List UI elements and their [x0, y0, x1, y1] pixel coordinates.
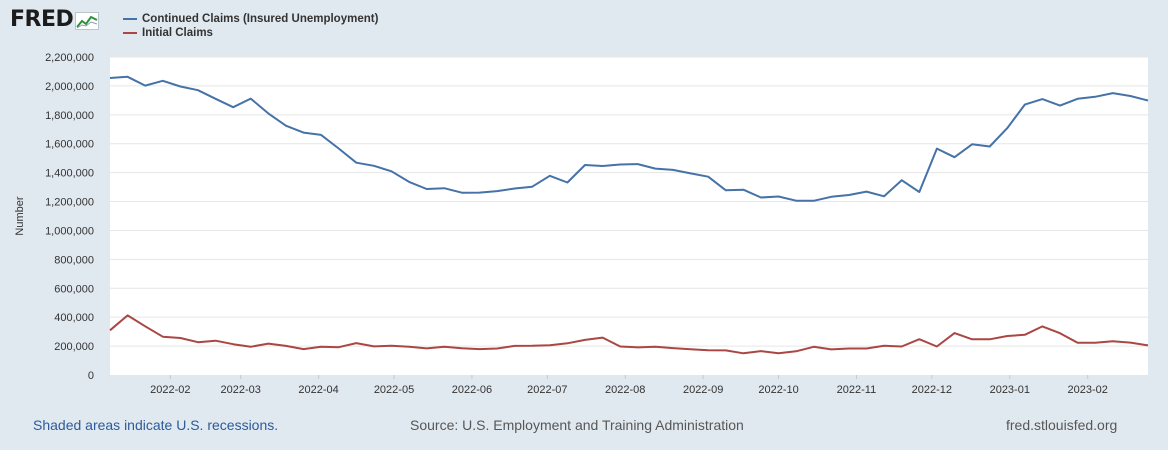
- series-line-initial-claims[interactable]: [109, 314, 1149, 355]
- x-tick-label: 2022-07: [527, 384, 567, 396]
- series-lines: [109, 75, 1149, 355]
- x-tick-label: 2022-08: [605, 384, 645, 396]
- y-tick-label: 400,000: [54, 312, 94, 324]
- y-axis-ticks: 0 200,000 400,000 600,000 800,000 1,000,000 1,…: [45, 52, 94, 382]
- legend-item-initial-claims[interactable]: Initial Claims: [123, 26, 378, 40]
- x-tick-label: 2022-02: [150, 384, 190, 396]
- y-tick-label: 600,000: [54, 283, 94, 295]
- y-tick-label: 0: [88, 370, 94, 382]
- y-tick-label: 1,800,000: [45, 110, 94, 122]
- x-tick-label: 2022-09: [683, 384, 723, 396]
- legend-swatch-continued-claims: [123, 18, 137, 20]
- chart-area: 0 200,000 400,000 600,000 800,000 1,000,000 1,…: [14, 52, 1149, 396]
- y-tick-label: 1,600,000: [45, 139, 94, 151]
- y-tick-label: 1,400,000: [45, 168, 94, 180]
- y-tick-label: 1,200,000: [45, 197, 94, 209]
- x-tick-label: 2022-06: [452, 384, 492, 396]
- x-tick-label: 2022-12: [912, 384, 952, 396]
- y-axis-label: Number: [14, 196, 26, 235]
- y-tick-label: 1,000,000: [45, 225, 94, 237]
- x-tick-label: 2022-10: [758, 384, 798, 396]
- series-line-continued-claims[interactable]: [109, 75, 1149, 202]
- recession-note-link[interactable]: Shaded areas indicate U.S. recessions.: [33, 417, 279, 433]
- legend-swatch-initial-claims: [123, 32, 137, 34]
- chart-legend: Continued Claims (Insured Unemployment) …: [123, 12, 378, 40]
- legend-label-continued-claims: Continued Claims (Insured Unemployment): [142, 13, 379, 25]
- line-chart-icon: [75, 11, 100, 30]
- x-axis-ticks: 2022-02 2022-03 2022-04 2022-05 2022-06 2022-…: [150, 375, 1108, 396]
- source-note: Source: U.S. Employment and Training Adm…: [410, 417, 744, 433]
- x-tick-label: 2022-03: [221, 384, 261, 396]
- legend-label-initial-claims: Initial Claims: [142, 27, 213, 39]
- y-tick-label: 200,000: [54, 341, 94, 353]
- y-tick-label: 2,000,000: [45, 81, 94, 93]
- x-tick-label: 2022-11: [837, 384, 877, 396]
- y-tick-label: 2,200,000: [45, 52, 94, 64]
- fred-logo[interactable]: FRED: [10, 7, 100, 32]
- x-tick-label: 2022-05: [374, 384, 414, 396]
- legend-item-continued-claims[interactable]: Continued Claims (Insured Unemployment): [123, 12, 378, 26]
- logo-text: FRED: [10, 7, 74, 32]
- plot-background: [110, 57, 1148, 375]
- site-url[interactable]: fred.stlouisfed.org: [1006, 417, 1118, 433]
- line-chart-icon-graphic: [76, 15, 98, 28]
- x-tick-label: 2023-02: [1067, 384, 1107, 396]
- x-tick-label: 2022-04: [298, 384, 338, 396]
- x-tick-label: 2023-01: [990, 384, 1030, 396]
- y-tick-label: 800,000: [54, 254, 94, 266]
